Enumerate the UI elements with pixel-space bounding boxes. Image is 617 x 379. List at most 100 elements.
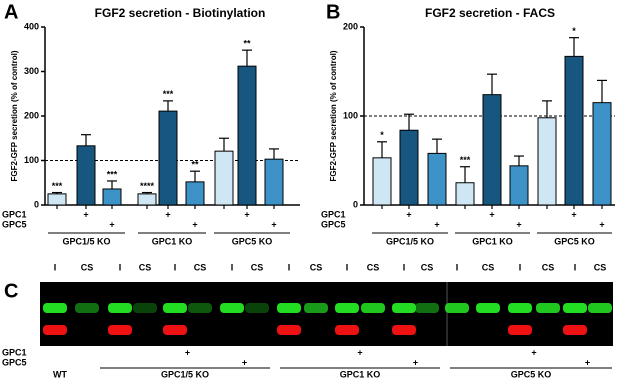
significance: *** — [460, 155, 471, 165]
lane-label: I — [54, 262, 57, 272]
bar — [482, 94, 502, 206]
gpc1-mark: + — [489, 209, 494, 219]
lane-label: CS — [139, 262, 152, 272]
green-band — [133, 303, 157, 313]
red-band — [277, 325, 301, 335]
lane-label: CS — [594, 262, 607, 272]
bar — [564, 55, 584, 206]
bar — [399, 129, 419, 206]
green-band — [277, 303, 301, 313]
y-tick-label: 0 — [353, 199, 358, 209]
row-label: GPC5 — [2, 357, 27, 367]
y-tick-label: 400 — [24, 21, 39, 31]
green-band — [188, 303, 212, 313]
green-band — [75, 303, 99, 313]
bar — [137, 193, 157, 206]
significance: *** — [163, 89, 174, 99]
lane-label: CS — [482, 262, 495, 272]
bar — [427, 152, 447, 206]
y-tick-label: 200 — [24, 110, 39, 120]
row-label: GPC5 — [321, 219, 346, 229]
lane-label: I — [346, 262, 349, 272]
bar — [455, 182, 475, 206]
red-band — [392, 325, 416, 335]
red-band — [163, 325, 187, 335]
bar — [47, 193, 67, 206]
lane-label: CS — [542, 262, 555, 272]
lane-label: I — [574, 262, 577, 272]
row-label: GPC1 — [2, 347, 27, 357]
group-label: GPC5 KO — [554, 236, 595, 246]
bar — [158, 110, 178, 206]
green-band — [163, 303, 187, 313]
red-band — [563, 325, 587, 335]
y-tick-label: 100 — [24, 155, 39, 165]
group-label: GPC5 KO — [511, 369, 552, 379]
lane-label: CS — [81, 262, 94, 272]
bar — [76, 145, 96, 206]
group-label: GPC1 KO — [340, 369, 381, 379]
green-band — [43, 303, 67, 313]
significance: ** — [191, 160, 199, 170]
panel-letter: B — [326, 1, 340, 23]
row-label: GPC1 — [321, 209, 346, 219]
bar — [185, 181, 205, 206]
red-band — [108, 325, 132, 335]
y-tick-label: 300 — [24, 66, 39, 76]
gpc1-mark: + — [357, 347, 362, 357]
gpc5-mark: + — [242, 357, 247, 367]
lane-label: CS — [367, 262, 380, 272]
red-band — [335, 325, 359, 335]
bar — [102, 188, 122, 206]
y-axis-label: FGF2-GFP secretion (% of control) — [329, 50, 338, 181]
green-band — [304, 303, 328, 313]
group-label: WT — [53, 369, 67, 379]
bar — [214, 150, 234, 206]
green-band — [508, 303, 532, 313]
panel-letter: C — [4, 280, 18, 302]
gpc1-mark: + — [571, 209, 576, 219]
bar — [372, 157, 392, 206]
group-label: GPC1 KO — [152, 236, 193, 246]
y-axis-label: FGF2-GFP secretion (% of control) — [10, 50, 19, 181]
bar — [509, 165, 529, 206]
significance: * — [380, 130, 384, 140]
lane-label: I — [403, 262, 406, 272]
y-tick-label: 200 — [343, 21, 358, 31]
gpc1-mark: + — [531, 347, 536, 357]
group-label: GPC1/5 KO — [161, 369, 209, 379]
bar — [264, 158, 284, 206]
red-band — [43, 325, 67, 335]
gpc5-mark: + — [516, 219, 521, 229]
green-band — [392, 303, 416, 313]
gpc5-mark: + — [434, 219, 439, 229]
row-label: GPC5 — [2, 219, 27, 229]
lane-label: CS — [251, 262, 264, 272]
lane-label: I — [456, 262, 459, 272]
green-band — [536, 303, 560, 313]
significance: **** — [140, 181, 155, 191]
gpc5-mark: + — [599, 219, 604, 229]
row-label: GPC1 — [2, 209, 27, 219]
lane-label: I — [519, 262, 522, 272]
y-tick-label: 100 — [343, 110, 358, 120]
green-band — [108, 303, 132, 313]
group-label: GPC5 KO — [232, 236, 273, 246]
lane-label: I — [174, 262, 177, 272]
lane-label: CS — [421, 262, 434, 272]
y-tick-label: 0 — [34, 199, 39, 209]
gpc1-mark: + — [406, 209, 411, 219]
gpc1-mark: + — [244, 209, 249, 219]
green-band — [476, 303, 500, 313]
green-band — [445, 303, 469, 313]
lane-label: I — [231, 262, 234, 272]
blot-image — [40, 282, 613, 346]
bar — [537, 117, 557, 206]
group-label: GPC1/5 KO — [62, 236, 110, 246]
green-band — [361, 303, 385, 313]
green-band — [415, 303, 439, 313]
gpc5-mark: + — [413, 357, 418, 367]
lane-label: CS — [310, 262, 323, 272]
significance: *** — [107, 169, 118, 179]
